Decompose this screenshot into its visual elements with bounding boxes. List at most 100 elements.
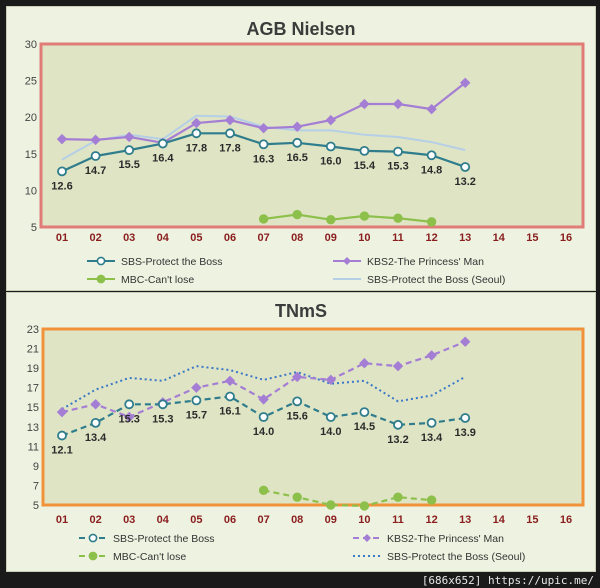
- data-label: 17.8: [186, 142, 207, 154]
- data-point: [90, 399, 101, 410]
- x-tick-label: 07: [257, 232, 269, 244]
- data-point: [325, 114, 337, 126]
- data-point: [225, 391, 235, 402]
- x-tick-label: 10: [358, 232, 370, 244]
- data-label: 13.9: [454, 427, 475, 439]
- series-line: [263, 213, 432, 223]
- data-label: 15.4: [354, 160, 376, 172]
- x-tick-label: 12: [425, 514, 437, 526]
- data-point: [426, 150, 437, 161]
- y-tick-label: 9: [33, 461, 39, 473]
- x-tick-label: 11: [392, 514, 404, 526]
- x-tick-label: 03: [123, 232, 135, 244]
- legend-swatch-marker: [96, 274, 106, 284]
- x-tick-label: 13: [459, 232, 471, 244]
- data-point: [258, 394, 269, 405]
- data-label: 14.0: [320, 426, 341, 438]
- data-point: [393, 213, 403, 223]
- y-tick-label: 25: [25, 76, 37, 88]
- data-point: [359, 501, 370, 511]
- chart-title: TNmS: [275, 301, 327, 321]
- x-tick-label: 09: [325, 514, 337, 526]
- data-point: [393, 492, 403, 502]
- data-label: 14.0: [253, 426, 274, 438]
- y-tick-label: 5: [31, 222, 37, 234]
- data-point: [225, 128, 235, 139]
- data-point: [459, 336, 471, 347]
- data-point: [359, 407, 370, 418]
- data-point: [157, 138, 168, 149]
- data-label: 16.1: [219, 405, 240, 417]
- legend-label: SBS-Protect the Boss (Seoul): [367, 274, 505, 286]
- x-tick-label: 08: [291, 232, 303, 244]
- data-point: [292, 396, 303, 407]
- x-tick-label: 14: [493, 232, 506, 244]
- data-point: [124, 145, 135, 156]
- data-label: 14.7: [85, 165, 106, 177]
- data-label: 17.8: [219, 142, 240, 154]
- legend-label: SBS-Protect the Boss: [113, 533, 215, 545]
- y-tick-label: 15: [27, 402, 39, 414]
- tnms-chart: TNmS 5 7 9 11 13 15 17 19 21 23 01 02 03 04 05 06 07 08 09 1…: [27, 301, 585, 563]
- data-point: [191, 395, 202, 406]
- y-tick-label: 19: [27, 363, 39, 375]
- data-point: [258, 412, 269, 422]
- data-point: [392, 98, 404, 110]
- legend-swatch-marker: [88, 551, 98, 561]
- data-point: [325, 412, 336, 422]
- legend-swatch-marker: [96, 256, 106, 266]
- x-tick-label: 15: [526, 232, 538, 244]
- x-tick-label: 02: [89, 232, 101, 244]
- x-tick-label: 07: [257, 514, 269, 526]
- data-point: [57, 166, 67, 177]
- data-point: [326, 214, 336, 225]
- x-tick-label: 14: [493, 514, 506, 526]
- data-point: [258, 139, 269, 150]
- legend-label: KBS2-The Princess' Man: [387, 533, 504, 545]
- x-tick-label: 08: [291, 514, 303, 526]
- x-tick-label: 12: [425, 232, 437, 244]
- data-point: [191, 128, 202, 139]
- y-tick-label: 20: [25, 112, 37, 124]
- data-point: [426, 495, 437, 505]
- legend-label: MBC-Can't lose: [121, 274, 194, 286]
- data-point: [191, 382, 202, 393]
- data-label: 16.4: [152, 153, 174, 165]
- y-tick-label: 21: [27, 344, 39, 356]
- legend-swatch-marker: [88, 533, 98, 543]
- legend-swatch-marker: [363, 534, 371, 542]
- x-tick-label: 11: [392, 232, 404, 244]
- data-label: 14.8: [421, 164, 442, 176]
- data-point: [359, 145, 370, 156]
- data-point: [393, 419, 403, 430]
- data-label: 12.6: [51, 180, 72, 192]
- x-tick-label: 16: [560, 514, 572, 526]
- data-point: [56, 133, 68, 145]
- agb-nielsen-chart: AGB Nielsen 5 10 15 20 25 30 01 02 03 04 05 06 07 08 09…: [25, 19, 585, 286]
- legend-swatch-marker: [343, 257, 351, 265]
- y-tick-label: 17: [27, 383, 39, 395]
- x-tick-label: 04: [157, 514, 170, 526]
- data-point: [292, 209, 302, 220]
- legend-label: SBS-Protect the Boss (Seoul): [387, 551, 525, 563]
- x-tick-label: 16: [560, 232, 572, 244]
- data-point: [123, 411, 135, 423]
- x-tick-label: 13: [459, 514, 471, 526]
- y-tick-label: 23: [27, 324, 39, 336]
- series-line: [263, 489, 432, 508]
- legend-label: KBS2-The Princess' Man: [367, 256, 484, 268]
- data-label: 15.7: [186, 409, 207, 421]
- data-point: [292, 492, 302, 502]
- data-label: 12.1: [51, 445, 72, 457]
- data-label: 13.4: [85, 432, 107, 444]
- data-label: 16.3: [253, 153, 274, 165]
- x-tick-label: 06: [224, 232, 236, 244]
- data-point: [258, 122, 269, 134]
- legend-label: MBC-Can't lose: [113, 551, 186, 563]
- x-tick-label: 05: [190, 232, 202, 244]
- y-tick-label: 7: [33, 480, 39, 492]
- x-tick-label: 09: [325, 232, 337, 244]
- data-point: [359, 358, 370, 369]
- y-tick-label: 10: [25, 185, 37, 197]
- agb-nielsen-panel: AGB Nielsen 5 10 15 20 25 30 01 02 03 04 05 06 07 08 09…: [6, 6, 596, 291]
